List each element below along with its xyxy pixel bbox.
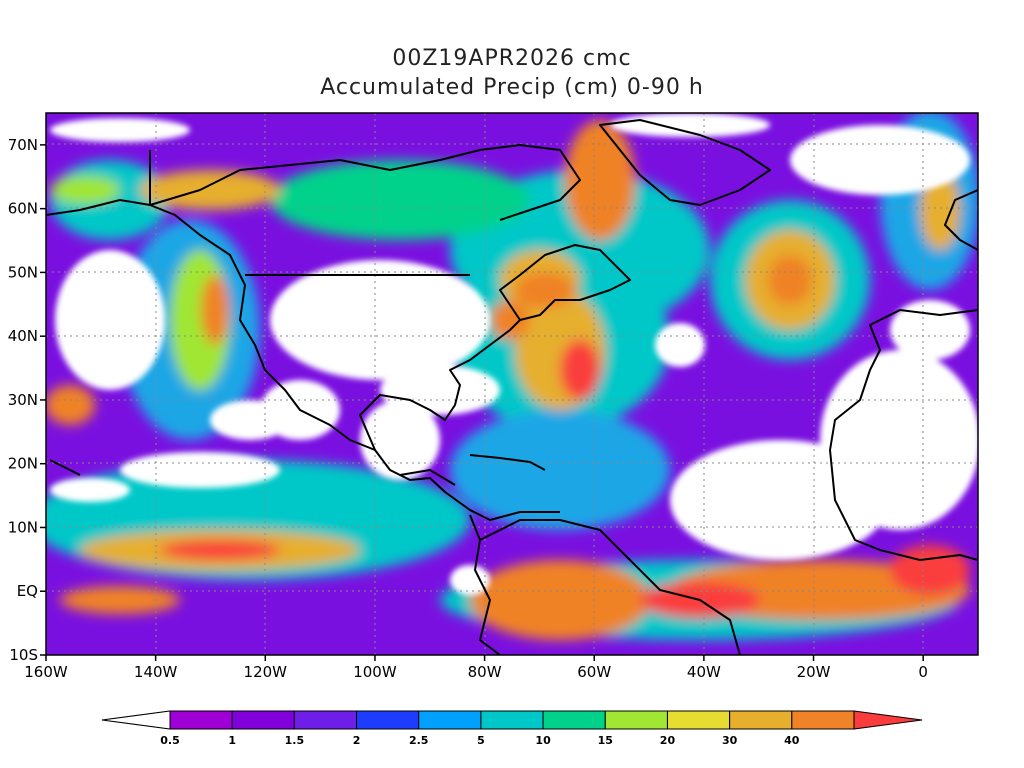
colorbar-segment (293, 710, 358, 730)
colorbar-level-label: 10 (535, 734, 551, 747)
axis-labels: 160W 140W 120W 100W 80W 60W 40W 20W 0 10S EQ 10N 20N… (8, 136, 928, 681)
colorbar-level-label: 20 (660, 734, 676, 747)
colorbar-level-label: 0.5 (160, 734, 180, 747)
map-title-line1: 00Z19APR2026 cmc (392, 46, 632, 71)
colorbar-level-label: 2.5 (409, 734, 429, 747)
colorbar-segment (480, 710, 544, 730)
colorbar-level-label: 5 (477, 734, 485, 747)
colorbar-level-label: 15 (598, 734, 613, 747)
plot-frame (45, 112, 979, 656)
axis-ticks (40, 144, 924, 661)
colorbar-under-triangle (101, 710, 171, 730)
lat-tick-label: 30N (8, 391, 38, 409)
colorbar-segment (542, 710, 606, 730)
map-title-line2: Accumulated Precip (cm) 0-90 h (320, 75, 704, 100)
precip-colorbar: 0.5 1 1.5 2 2.5 5 10 15 20 30 40 (101, 710, 923, 747)
lon-tick-label: 80W (468, 663, 502, 681)
lon-tick-label: 120W (244, 663, 288, 681)
lat-tick-label: 20N (8, 455, 38, 473)
lat-tick-label: 50N (8, 263, 38, 281)
colorbar-segment (729, 710, 793, 730)
lat-tick-label: 70N (8, 136, 38, 154)
colorbar-segment (604, 710, 668, 730)
lon-tick-label: 100W (353, 663, 397, 681)
colorbar-level-label: 1 (228, 734, 236, 747)
colorbar-level-label: 2 (353, 734, 361, 747)
lon-tick-label: 0 (918, 663, 928, 681)
lat-tick-label: 60N (8, 200, 38, 218)
colorbar-segment (791, 710, 855, 730)
lon-tick-label: 60W (577, 663, 611, 681)
colorbar-level-label: 30 (722, 734, 738, 747)
lon-tick-label: 40W (687, 663, 721, 681)
colorbar-segment (169, 710, 233, 730)
colorbar-segment (666, 710, 731, 730)
colorbar-segment (356, 710, 420, 730)
lon-tick-label: 160W (24, 663, 68, 681)
colorbar-over-triangle (853, 710, 923, 730)
lat-tick-label: 10N (8, 518, 38, 536)
lon-tick-label: 20W (797, 663, 831, 681)
lat-tick-label: 10S (9, 646, 38, 664)
graticule (46, 113, 978, 655)
colorbar-segment (418, 710, 482, 730)
precip-field (46, 113, 978, 655)
lat-tick-label: 40N (8, 327, 38, 345)
colorbar-level-label: 40 (784, 734, 800, 747)
lat-tick-label: EQ (17, 582, 38, 600)
coastlines (46, 119, 978, 655)
colorbar-level-label: 1.5 (285, 734, 305, 747)
lon-tick-label: 140W (134, 663, 178, 681)
colorbar-segment (231, 710, 295, 730)
